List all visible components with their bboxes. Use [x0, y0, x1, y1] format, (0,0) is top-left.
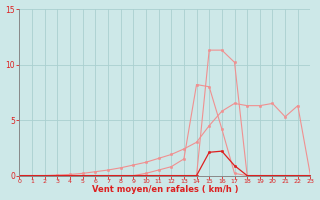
X-axis label: Vent moyen/en rafales ( km/h ): Vent moyen/en rafales ( km/h )	[92, 185, 238, 194]
